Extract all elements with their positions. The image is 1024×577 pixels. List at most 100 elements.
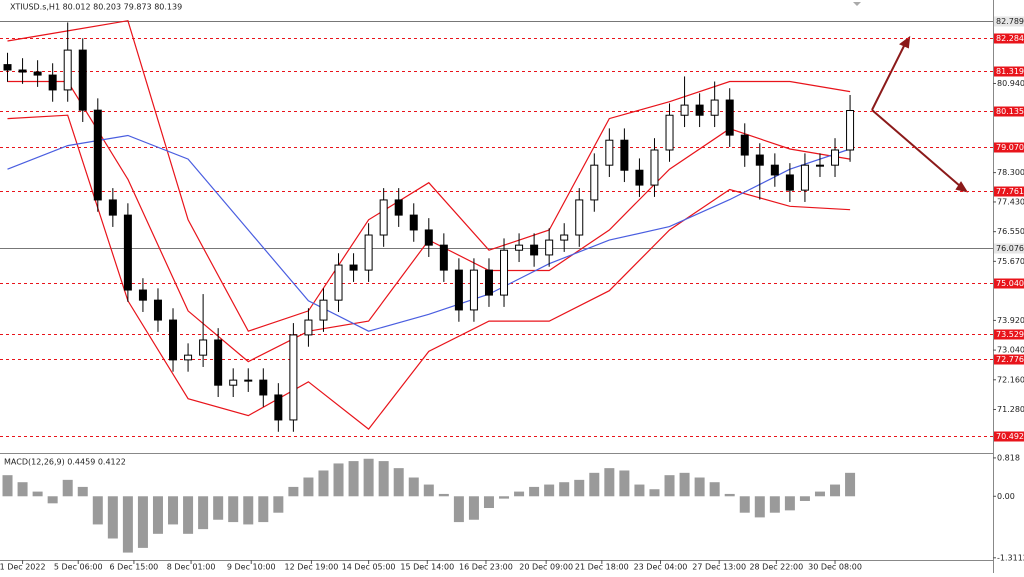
x-tick-label: 8 Dec 01:00: [167, 563, 216, 572]
histogram-bar: [258, 496, 269, 523]
histogram-bar: [649, 489, 660, 497]
level-label: 75.040: [996, 279, 1024, 288]
level-label: 70.492: [996, 432, 1024, 441]
candle-body: [740, 134, 749, 156]
histogram-bar: [814, 491, 825, 497]
candle-body: [169, 319, 178, 361]
arrow-head: [955, 181, 969, 193]
level-label-box: [994, 354, 1024, 365]
candle-body: [349, 264, 358, 271]
histogram-bar: [664, 475, 675, 497]
histogram-bar: [393, 468, 404, 497]
candle-body: [605, 139, 614, 166]
histogram-bar: [333, 463, 344, 497]
histogram-bar: [273, 496, 284, 513]
histogram-bar: [453, 496, 464, 523]
x-tick-label: 9 Dec 10:00: [227, 563, 276, 572]
indicator-line: [7, 134, 851, 332]
histogram-bar: [47, 496, 58, 504]
histogram-bar: [634, 484, 645, 497]
candle-body: [394, 199, 403, 216]
histogram-bar: [318, 470, 329, 497]
candle-body: [244, 379, 253, 382]
level-label-box: [994, 66, 1024, 77]
indicator-line: [7, 20, 851, 332]
candle-body: [755, 154, 764, 166]
candle-body: [229, 379, 238, 386]
histogram-bar: [378, 461, 389, 497]
histogram-bar: [799, 496, 810, 501]
histogram-bar: [423, 484, 434, 497]
x-tick-label: 15 Dec 14:00: [400, 563, 454, 572]
candle-body: [484, 269, 493, 296]
histogram-bar: [2, 475, 13, 497]
histogram-bar: [122, 496, 133, 553]
y-tick-label: 76.550: [997, 227, 1024, 236]
histogram-bar: [483, 496, 494, 509]
histogram-bar: [198, 496, 209, 530]
candle-body: [319, 299, 328, 321]
x-tick-label: 28 Dec 22:00: [749, 563, 803, 572]
candle-body: [680, 104, 689, 116]
x-tick-label: 12 Dec 19:00: [285, 563, 339, 572]
candle-body: [409, 214, 418, 231]
forecast-arrows: [871, 35, 969, 193]
candle-body: [725, 99, 734, 136]
price-label: 82.789: [996, 17, 1024, 26]
histogram-bar: [769, 496, 780, 513]
candle-body: [454, 269, 463, 311]
histogram-bar: [77, 486, 88, 497]
level-label-box: [994, 33, 1024, 44]
x-tick-label: 27 Dec 13:00: [692, 563, 746, 572]
x-tick-label: 5 Dec 06:00: [54, 563, 103, 572]
level-label: 77.761: [996, 187, 1024, 196]
histogram-bar: [514, 491, 525, 497]
level-label-box: [994, 431, 1024, 442]
y-tick-label: 0.00: [997, 492, 1015, 501]
y-tick-label: 73.920: [997, 316, 1024, 325]
histogram-bar: [152, 496, 163, 534]
candle-body: [274, 394, 283, 421]
x-tick-label: 23 Dec 04:00: [634, 563, 688, 572]
x-tick-label: 6 Dec 15:00: [110, 563, 159, 572]
histogram-bar: [228, 496, 239, 523]
candle-body: [800, 164, 809, 191]
price-label-box: [994, 243, 1024, 254]
candle-body: [33, 71, 42, 76]
histogram-bar: [213, 496, 224, 520]
candle-body: [590, 164, 599, 201]
y-tick-label: 75.670: [997, 257, 1024, 266]
indicator-title: MACD(12,26,9) 0.4459 0.4122: [4, 458, 126, 467]
candle-body: [334, 264, 343, 301]
candle-body: [635, 169, 644, 186]
histogram-bar: [137, 496, 148, 548]
candle-body: [695, 104, 704, 116]
histogram-bar: [830, 484, 841, 497]
candle-body: [560, 234, 569, 241]
price-label: 76.076: [996, 244, 1024, 253]
histogram-bar: [709, 482, 720, 497]
y-tick-label: -1.3112: [997, 553, 1024, 562]
candle-body: [424, 229, 433, 246]
histogram-bar: [62, 479, 73, 497]
candle-body: [93, 109, 102, 201]
candle-body: [515, 244, 524, 251]
candle-body: [123, 214, 132, 291]
candle-body: [289, 334, 298, 421]
candle-body: [184, 354, 193, 361]
histogram-bar: [168, 496, 179, 525]
level-label: 79.070: [996, 143, 1024, 152]
histogram-bar: [529, 486, 540, 497]
y-tick-label: 78.300: [997, 168, 1024, 177]
histogram-bar: [288, 486, 299, 497]
arrow-down: [871, 109, 961, 187]
histogram-bar: [438, 493, 449, 497]
level-label: 82.284: [996, 34, 1024, 43]
histogram-bar: [589, 472, 600, 497]
level-label-box: [994, 106, 1024, 117]
candle-body: [18, 69, 27, 73]
x-tick-label: 21 Dec 18:00: [575, 563, 629, 572]
histogram-bar: [408, 477, 419, 497]
candle-body: [831, 149, 840, 166]
